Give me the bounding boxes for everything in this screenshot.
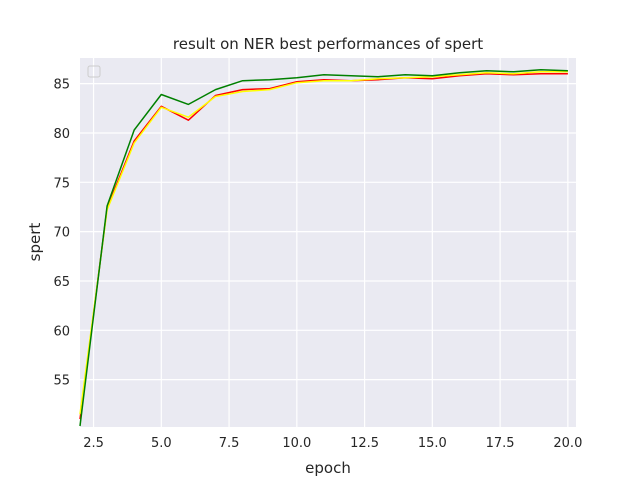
y-tick-labels: 55 60 65 70 75 80 85 bbox=[53, 78, 70, 389]
series-line-2 bbox=[79, 71, 568, 415]
y-tick-label: 85 bbox=[53, 78, 70, 93]
x-axis-label: epoch bbox=[305, 459, 351, 477]
series-line-1 bbox=[79, 73, 568, 420]
series-line-3 bbox=[79, 69, 568, 427]
plot-area bbox=[80, 58, 576, 427]
y-tick-label: 70 bbox=[53, 226, 70, 241]
grid-lines bbox=[80, 58, 576, 427]
series-layer bbox=[79, 69, 568, 427]
y-axis-label: spert bbox=[26, 223, 44, 262]
chart-title: result on NER best performances of spert bbox=[173, 35, 483, 53]
y-tick-label: 75 bbox=[53, 176, 70, 191]
y-tick-label: 65 bbox=[53, 275, 70, 290]
x-tick-label: 12.5 bbox=[350, 436, 379, 451]
x-tick-label: 10.0 bbox=[282, 436, 311, 451]
y-tick-label: 55 bbox=[53, 374, 70, 389]
x-tick-label: 15.0 bbox=[418, 436, 447, 451]
y-tick-label: 80 bbox=[53, 127, 70, 142]
x-tick-labels: 2.5 5.0 7.5 10.0 12.5 15.0 17.5 20.0 bbox=[83, 436, 582, 451]
x-tick-label: 7.5 bbox=[219, 436, 240, 451]
x-tick-label: 2.5 bbox=[83, 436, 104, 451]
y-tick-label: 60 bbox=[53, 324, 70, 339]
legend-box bbox=[87, 65, 101, 78]
x-tick-label: 5.0 bbox=[151, 436, 172, 451]
x-tick-label: 17.5 bbox=[486, 436, 515, 451]
x-tick-label: 20.0 bbox=[553, 436, 582, 451]
